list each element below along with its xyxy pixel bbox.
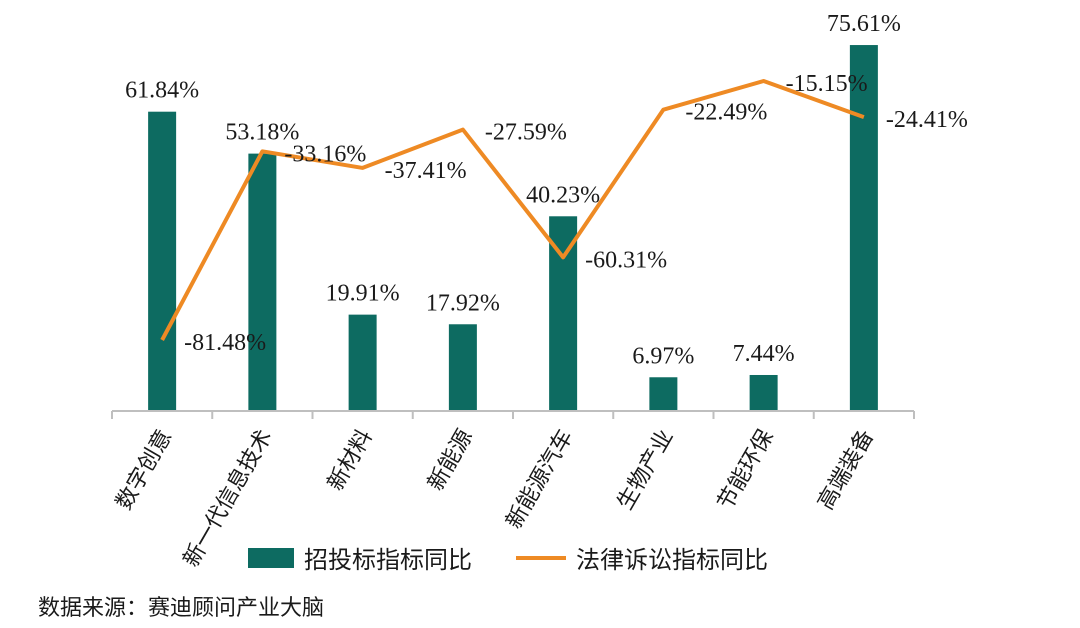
legend-swatch-bar — [248, 548, 294, 568]
bar-data-label: 19.91% — [326, 281, 400, 307]
legend-label-bar: 招投标指标同比 — [304, 546, 472, 574]
legend-label-line: 法律诉讼指标同比 — [576, 546, 768, 574]
bar — [649, 377, 678, 411]
x-axis-ticks — [111, 411, 915, 419]
bar-data-label: 75.61% — [827, 11, 901, 37]
line-data-label: -27.59% — [485, 120, 567, 146]
bar-data-label: 40.23% — [526, 182, 600, 208]
bar-data-label: 17.92% — [426, 290, 500, 316]
line-data-labels: -81.48% -33.16% -37.41% -27.59% -60.31% -22.4… — [184, 71, 968, 356]
bar — [849, 45, 878, 411]
line-data-label: -22.49% — [685, 100, 767, 126]
category-label: 节能环保 — [713, 426, 779, 515]
bar — [148, 111, 177, 411]
bar-data-label: 61.84% — [125, 78, 199, 104]
bar — [248, 153, 277, 411]
category-label: 高端装备 — [813, 426, 879, 515]
line-data-label: -37.41% — [385, 158, 467, 184]
line-series — [160, 79, 865, 341]
bar — [348, 314, 377, 411]
legend: 招投标指标同比 法律诉讼指标同比 — [248, 546, 768, 574]
bar-data-label: 53.18% — [225, 120, 299, 146]
line-data-label: -33.16% — [284, 141, 366, 167]
category-label: 新材料 — [323, 426, 378, 496]
bar — [749, 374, 778, 411]
bar-data-label: 6.97% — [632, 343, 694, 369]
category-label: 新能源 — [423, 426, 478, 496]
bar-data-labels: 61.84% 53.18% 19.91% 17.92% 40.23% 6.97% 7.44%… — [125, 11, 901, 369]
category-label: 数字创意 — [112, 426, 178, 515]
bar-series — [148, 45, 878, 411]
bar — [549, 216, 578, 411]
bar-data-label: 7.44% — [733, 341, 795, 367]
source-note: 数据来源：赛迪顾问产业大脑 — [38, 596, 325, 621]
line-data-label: -24.41% — [886, 107, 968, 133]
category-label: 生物产业 — [613, 426, 679, 515]
line-data-label: -15.15% — [786, 71, 868, 97]
line-data-label: -81.48% — [184, 330, 266, 356]
line-data-label: -60.31% — [585, 247, 667, 273]
category-label: 新能源汽车 — [502, 426, 579, 534]
bar — [448, 324, 477, 411]
